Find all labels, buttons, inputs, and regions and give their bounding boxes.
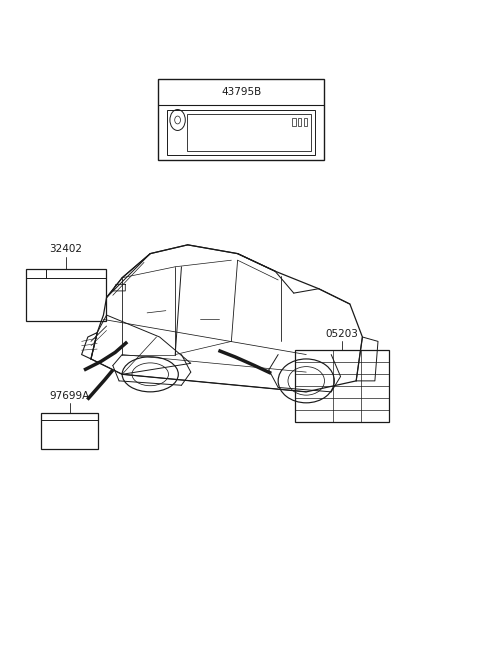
Text: 97699A: 97699A [49,391,90,401]
Bar [167,110,315,155]
Bar [158,79,324,160]
Text: 43795B: 43795B [221,86,261,97]
Bar [298,118,301,126]
Bar [292,118,296,126]
Bar [26,269,106,321]
Bar [187,114,311,151]
Text: 05203: 05203 [325,329,359,339]
Bar [304,118,307,126]
Bar [41,413,98,449]
Text: 32402: 32402 [49,244,83,254]
Bar [295,350,389,422]
